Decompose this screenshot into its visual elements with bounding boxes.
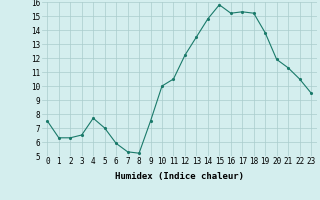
X-axis label: Humidex (Indice chaleur): Humidex (Indice chaleur) — [115, 172, 244, 181]
